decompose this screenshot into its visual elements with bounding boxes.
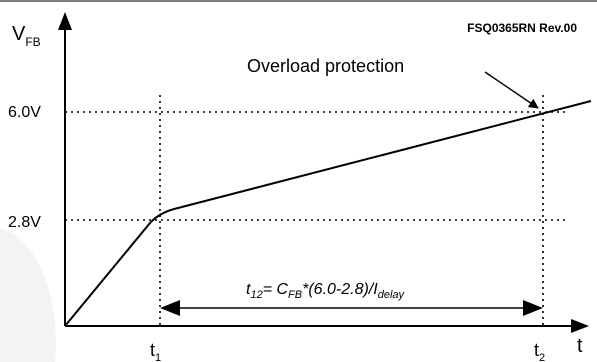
t12-arrowhead-right xyxy=(523,300,543,316)
time-marker-t1: t1 xyxy=(150,340,161,362)
t12-arrowhead-left xyxy=(160,300,180,316)
t12-formula: t12= CFB*(6.0-2.8)/Idelay xyxy=(246,281,406,301)
doc-reference: FSQ0365RN Rev.00 xyxy=(467,21,577,35)
overload-annotation: Overload protection xyxy=(247,56,404,76)
x-axis-label: t xyxy=(577,335,583,357)
y-axis-arrowhead xyxy=(58,12,72,30)
level-label-6v: 6.0V xyxy=(8,104,41,121)
vfb-waveform xyxy=(64,100,592,327)
x-axis-arrowhead xyxy=(571,319,589,333)
y-axis-label: VFB xyxy=(12,23,41,49)
watermark-shape xyxy=(0,228,56,362)
overload-pointer-arrow xyxy=(484,71,539,109)
level-label-2-8v: 2.8V xyxy=(8,214,41,231)
time-marker-t2: t2 xyxy=(534,340,545,362)
